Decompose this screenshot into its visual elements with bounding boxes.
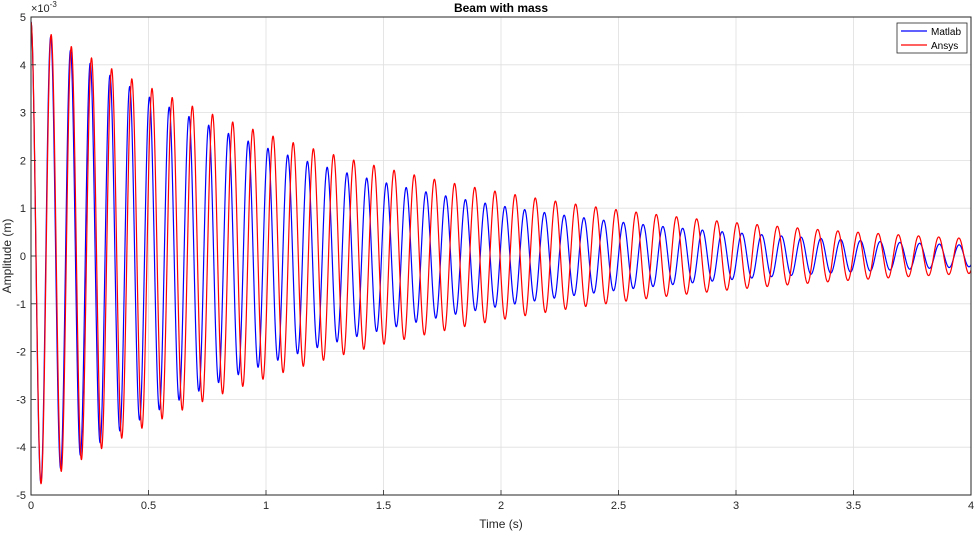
y-tick-label: -2 — [16, 347, 26, 359]
ticks: 0 0.5 1 1.5 2 2.5 3 3.5 4 -5 -4 -3 -2 -1 0 1 2 3 4 5 — [16, 12, 974, 512]
y-tick-label: -1 — [16, 299, 26, 311]
x-tick-label: 1.5 — [376, 500, 391, 512]
y-tick-label: -4 — [16, 442, 26, 454]
y-tick-label: 0 — [20, 251, 26, 263]
legend: Matlab Ansys — [896, 22, 968, 54]
y-axis-label: Amplitude (m) — [0, 219, 14, 294]
x-axis-label: Time (s) — [479, 517, 523, 531]
legend-box — [896, 22, 968, 54]
x-tick-label: 1 — [263, 500, 269, 512]
y-tick-label: 2 — [20, 155, 26, 167]
series-line-matlab — [30, 21, 972, 484]
x-tick-label: 4 — [968, 500, 974, 512]
x-tick-label: 0 — [28, 500, 34, 512]
x-tick-label: 2.5 — [611, 500, 626, 512]
series-layer — [30, 21, 972, 485]
y-tick-label: 5 — [20, 12, 26, 24]
y-exponent-base: ×10 — [31, 3, 50, 15]
x-tick-label: 3 — [733, 500, 739, 512]
chart-title: Beam with mass — [454, 1, 548, 15]
y-tick-label: -3 — [16, 394, 26, 406]
x-tick-label: 2 — [498, 500, 504, 512]
legend-label-ansys: Ansys — [931, 41, 958, 52]
x-tick-label: 0.5 — [141, 500, 156, 512]
y-tick-label: 3 — [20, 108, 26, 120]
y-tick-label: 4 — [20, 60, 26, 72]
x-tick-label: 3.5 — [846, 500, 861, 512]
legend-label-matlab: Matlab — [931, 27, 961, 38]
y-exponent-power: -3 — [50, 0, 58, 9]
series-line-ansys — [30, 21, 972, 485]
y-tick-label: -5 — [16, 490, 26, 502]
y-tick-label: 1 — [20, 203, 26, 215]
y-axis-exponent: ×10-3 — [31, 0, 57, 15]
